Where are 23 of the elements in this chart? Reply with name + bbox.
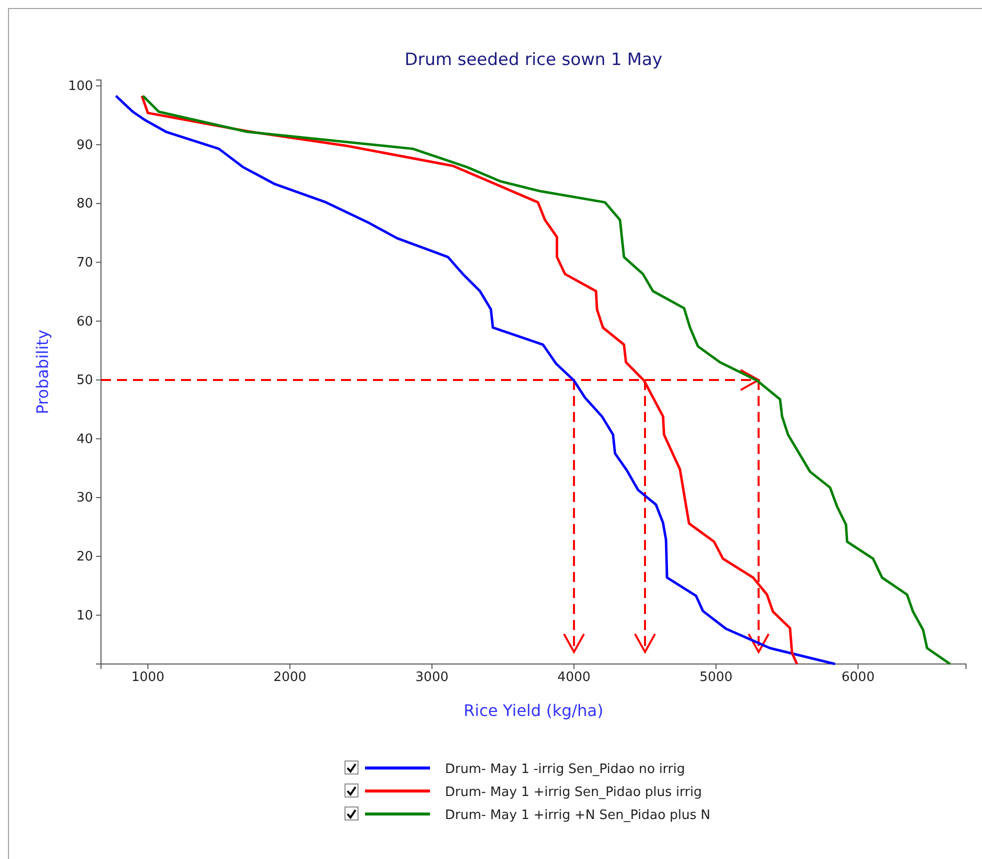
chart-title: Drum seeded rice sown 1 May bbox=[404, 50, 662, 70]
legend-label: Drum- May 1 +irrig Sen_Pidao plus irrig bbox=[445, 785, 702, 800]
y-tick-label: 80 bbox=[76, 196, 93, 212]
x-tick-label: 1000 bbox=[131, 670, 164, 686]
y-tick-label: 90 bbox=[76, 138, 93, 153]
y-tick-label: 70 bbox=[76, 255, 93, 270]
y-tick-label: 10 bbox=[76, 608, 93, 624]
x-tick-label: 2000 bbox=[273, 670, 306, 686]
x-tick-label: 4000 bbox=[557, 670, 591, 686]
y-tick-label: 50 bbox=[76, 373, 93, 388]
x-tick-label: 3000 bbox=[415, 670, 448, 686]
legend-label: Drum- May 1 +irrig +N Sen_Pidao plus N bbox=[445, 808, 710, 823]
y-tick-label: 20 bbox=[76, 550, 93, 565]
x-tick-label: 5000 bbox=[699, 670, 733, 686]
y-tick-label: 30 bbox=[76, 490, 93, 506]
y-tick-label: 40 bbox=[76, 432, 93, 447]
y-axis-title: Probability bbox=[33, 330, 52, 414]
legend-label: Drum- May 1 -irrig Sen_Pidao no irrig bbox=[445, 762, 685, 777]
line-series bbox=[142, 94, 952, 666]
x-axis-title: Rice Yield (kg/ha) bbox=[464, 701, 604, 720]
x-tick-label: 6000 bbox=[842, 670, 875, 686]
y-tick-label: 60 bbox=[76, 314, 93, 330]
y-tick-label: 100 bbox=[68, 79, 93, 94]
